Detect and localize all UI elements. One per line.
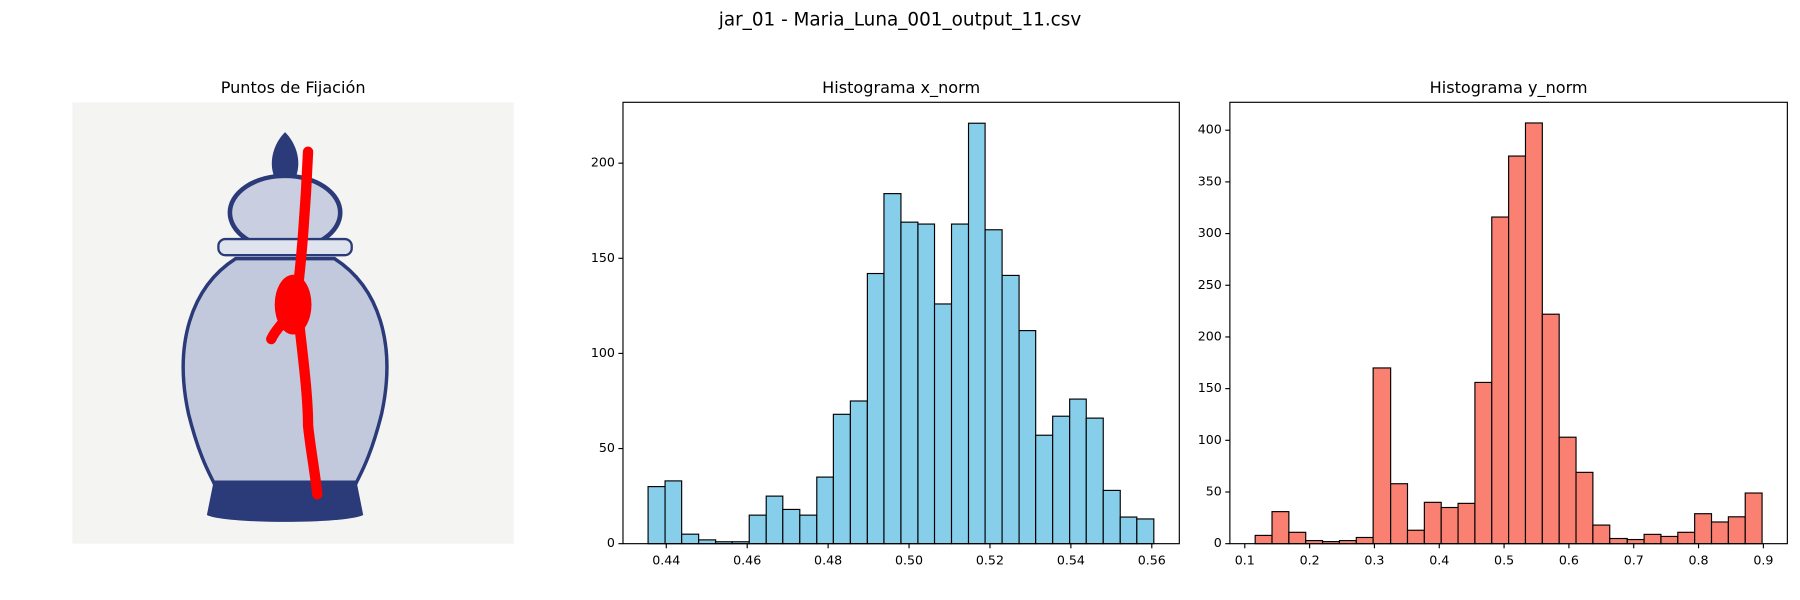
histogram-bar bbox=[1643, 533, 1662, 545]
y-tick-label: 250 bbox=[1198, 277, 1222, 292]
y-tick-label: 200 bbox=[1198, 328, 1222, 343]
histogram-bar bbox=[1001, 274, 1020, 545]
histogram-bar bbox=[681, 533, 700, 545]
x-tick-label: 0.44 bbox=[652, 552, 680, 567]
histogram-bar bbox=[933, 303, 953, 545]
histogram-bar bbox=[883, 193, 902, 545]
histogram-bar bbox=[967, 122, 986, 545]
histogram-bar bbox=[1390, 483, 1409, 545]
histogram-bar bbox=[1626, 538, 1645, 545]
fixation-cluster bbox=[274, 274, 312, 335]
x-tick-label: 0.52 bbox=[976, 552, 1004, 567]
histogram-bar bbox=[765, 495, 784, 545]
histogram-bar bbox=[900, 221, 919, 545]
histogram-bar bbox=[1592, 524, 1611, 545]
histogram-bar bbox=[1102, 489, 1121, 545]
x-tick-label: 0.46 bbox=[733, 552, 761, 567]
x-tick-label: 0.54 bbox=[1057, 552, 1085, 567]
jar-rim bbox=[217, 237, 353, 257]
y-tick-label: 50 bbox=[599, 440, 615, 455]
histogram-bar bbox=[1271, 511, 1290, 545]
jar-base bbox=[206, 480, 364, 522]
y-tick-label: 100 bbox=[1198, 432, 1222, 447]
x-tick-label: 0.5 bbox=[1494, 552, 1514, 567]
histogram-bar bbox=[1085, 417, 1104, 545]
y-tick-label: 150 bbox=[591, 250, 615, 265]
histogram-bar bbox=[1710, 521, 1729, 545]
x-tick-label: 0.56 bbox=[1138, 552, 1166, 567]
histogram-bar bbox=[1508, 155, 1527, 545]
histogram-bar bbox=[849, 400, 868, 545]
y-tick-label: 0 bbox=[1214, 535, 1222, 550]
axes-frame bbox=[622, 101, 1180, 545]
histogram-bar bbox=[1457, 502, 1476, 545]
axes-frame bbox=[1229, 101, 1788, 545]
histogram-bar bbox=[1355, 536, 1374, 545]
histogram-bar bbox=[1744, 492, 1763, 545]
histogram-bar bbox=[1694, 513, 1713, 545]
histogram-bar bbox=[1035, 434, 1054, 545]
x-tick-label: 0.8 bbox=[1689, 552, 1709, 567]
y-tick-label: 150 bbox=[1198, 380, 1222, 395]
x-tick-label: 0.48 bbox=[814, 552, 842, 567]
histogram-bar bbox=[1491, 216, 1510, 545]
histogram-bar bbox=[1727, 516, 1746, 545]
histogram-bar bbox=[1254, 534, 1273, 545]
histogram-bar bbox=[748, 514, 767, 545]
histogram-bar bbox=[1474, 381, 1493, 545]
histogram-bar bbox=[1440, 506, 1459, 545]
panel-title: Puntos de Fijación bbox=[221, 78, 366, 97]
x-tick-label: 0.2 bbox=[1300, 552, 1320, 567]
y-tick-label: 50 bbox=[1206, 483, 1222, 498]
histogram-bar bbox=[984, 229, 1003, 545]
y-tick-label: 200 bbox=[591, 155, 615, 170]
histogram-bar bbox=[1423, 501, 1442, 545]
y-tick-label: 300 bbox=[1198, 225, 1222, 240]
x-tick-label: 0.9 bbox=[1753, 552, 1773, 567]
panel-title: Histograma x_norm bbox=[822, 78, 980, 98]
histogram-bar bbox=[950, 223, 970, 545]
histogram-bar bbox=[664, 480, 683, 545]
histogram-bar bbox=[647, 486, 666, 545]
histogram-bar bbox=[782, 508, 801, 545]
panel-title: Histograma y_norm bbox=[1430, 78, 1588, 98]
x-tick-label: 0.3 bbox=[1364, 552, 1384, 567]
histogram-bar bbox=[1660, 535, 1679, 545]
histogram-bar bbox=[866, 272, 885, 545]
figure-title: jar_01 - Maria_Luna_001_output_11.csv bbox=[718, 10, 1082, 31]
histogram-bar bbox=[1406, 529, 1425, 545]
histogram-bar bbox=[799, 514, 818, 545]
histogram-bar bbox=[1558, 436, 1577, 545]
x-tick-label: 0.4 bbox=[1429, 552, 1449, 567]
histogram-bar bbox=[1052, 415, 1071, 545]
x-tick-label: 0.50 bbox=[895, 552, 923, 567]
y-tick-label: 350 bbox=[1198, 173, 1222, 188]
jar-knob bbox=[271, 132, 299, 175]
histogram-bar bbox=[1136, 518, 1155, 545]
histogram-bar bbox=[832, 413, 851, 545]
histogram-bar bbox=[1288, 531, 1307, 545]
histogram-bar bbox=[1575, 471, 1594, 545]
histogram-bar bbox=[1541, 313, 1560, 545]
histogram-bar bbox=[1524, 122, 1543, 545]
y-tick-label: 0 bbox=[607, 535, 615, 550]
histogram-bar bbox=[1018, 330, 1037, 545]
fixation-image bbox=[72, 102, 514, 544]
histogram-bar bbox=[1372, 367, 1392, 545]
x-tick-label: 0.7 bbox=[1624, 552, 1644, 567]
y-tick-label: 100 bbox=[591, 345, 615, 360]
histogram-bar bbox=[1069, 398, 1087, 545]
x-tick-label: 0.1 bbox=[1235, 552, 1255, 567]
histogram-bar bbox=[917, 223, 936, 545]
histogram-bar bbox=[816, 476, 834, 545]
x-tick-label: 0.6 bbox=[1559, 552, 1579, 567]
histogram-bar bbox=[1609, 537, 1628, 545]
histogram-bar bbox=[1119, 516, 1138, 545]
histogram-bar bbox=[1677, 531, 1696, 545]
y-tick-label: 400 bbox=[1198, 122, 1222, 137]
